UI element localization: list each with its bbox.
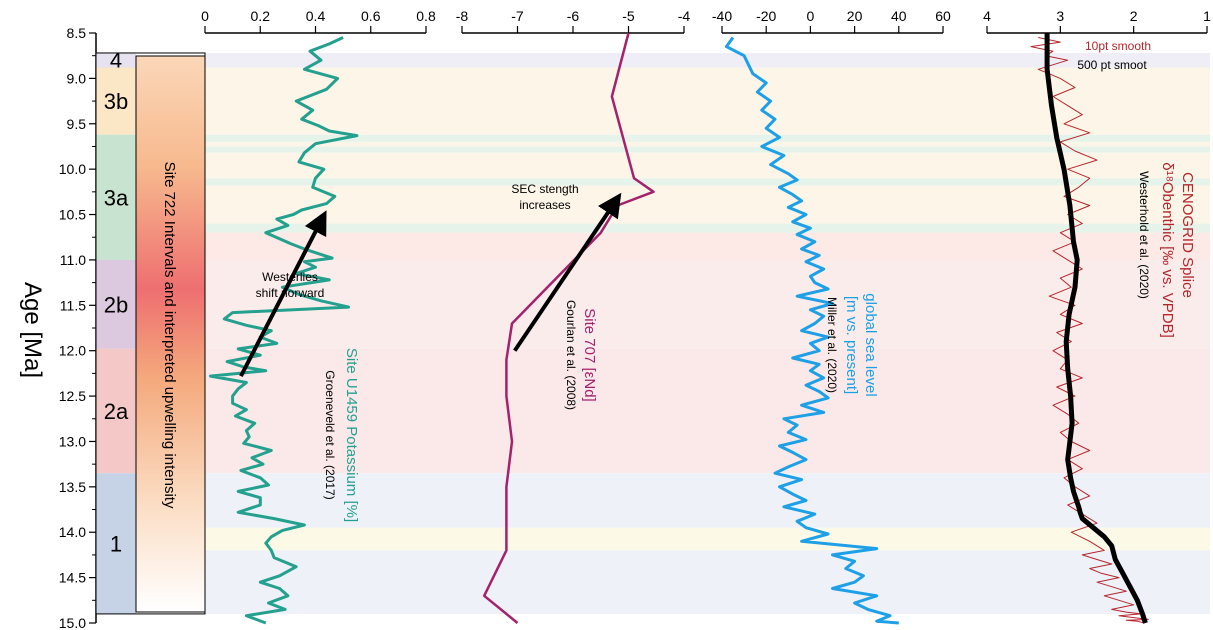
zone-label: 3a [104,185,129,210]
annotation-text-line2: increases [519,198,570,212]
top-axis-tick-label: -4 [678,8,691,24]
panel-d18o: 4 3 2 1 [983,8,1211,624]
top-axis-tick-label: 4 [983,8,991,24]
top-axis-tick-label: 0.8 [416,8,436,24]
legend-black-label: 500 pt smoot [1077,58,1147,72]
d18o-series-label-main: CENOGRID Splice [1179,172,1196,298]
top-axis-tick-label: 0 [807,8,815,24]
zone-block [96,67,136,135]
top-axis-tick-label: -7 [511,8,524,24]
age-tick-label: 8.5 [67,25,87,41]
top-axis-tick-label: 0.4 [306,8,326,24]
top-axis-tick-label: 60 [935,8,951,24]
top-axis-tick-label: -6 [567,8,580,24]
sealevel-citation: Miller et al. (2020) [825,297,839,393]
age-tick-label: 12.0 [59,343,86,359]
zone-label: 2a [104,399,129,424]
top-axis-tick-label: 3 [1056,8,1064,24]
background-band [205,152,1210,179]
background-band [205,223,1210,233]
intensity-bar-label: Site 722 Intervals and interpreted upwel… [161,162,178,509]
annotation-text-line1: Westerlies [262,270,318,284]
zone-block [96,134,136,260]
age-tick-label: 11.0 [60,252,86,268]
series-line [482,32,655,624]
potassium-series-label: Site U1459 Potassium [%] [343,348,360,522]
age-tick-label: 9.0 [67,70,87,86]
annotation-arrow [239,210,327,378]
top-axis-tick-label: -40 [712,8,732,24]
zone-block [96,473,136,614]
top-axis-tick-label: 2 [1130,8,1138,24]
age-tick-label: 10.5 [59,207,86,223]
annotation-text-line1: SEC stength [511,182,578,196]
sealevel-series-label-line2: [m vs. present] [843,296,860,394]
zone-label: 4 [110,48,122,73]
background-band [205,473,1210,528]
top-axis-tick-label: 0.6 [361,8,381,24]
age-tick-label: 11.5 [60,297,86,313]
annotation-arrow [513,192,622,352]
zone-label: 1 [110,532,122,557]
background-band [205,141,1210,147]
age-tick-label: 13.5 [59,479,86,495]
zone-label: 2b [104,292,128,317]
top-axis-tick-label: -8 [456,8,469,24]
data-panels: 0 0.2 0.4 0.6 0.8 -8 -7 -6 -5 -4 -40 -20 0 20 40 60 4 3 2 1… [201,8,1211,625]
top-axis-tick-label: 20 [847,8,863,24]
legend-red-label: 10pt smooth [1085,39,1151,53]
top-axis-tick-label: 0.2 [251,8,271,24]
background-band [205,348,1210,474]
panel-end: -8 -7 -6 -5 -4 [456,8,691,624]
age-tick-label: 14.0 [59,524,86,540]
background-band [205,67,1210,135]
age-axis: 8.5 9.0 9.5 10.0 10.5 11.0 11.5 12.0 12.5 13.0 13.… [59,25,97,630]
annotation-text-line2: shift norward [256,286,325,300]
top-axis-tick-label: 0 [201,8,209,24]
age-tick-label: 9.5 [67,116,87,132]
top-axis-tick-label: 40 [891,8,907,24]
d18o-series-label-iso: δ¹⁸Obenthic [‰ vs. VPDB] [1159,162,1176,338]
background-bands [205,52,1210,614]
zone-block [96,52,136,68]
interval-zone-column: 4 3b 3a 2b 2a 1 [95,48,206,615]
end-citation: Gourlan et al. (2008) [564,300,578,410]
top-axis-tick-label: -20 [756,8,776,24]
zone-label: 3b [104,89,128,114]
background-band [205,178,1210,186]
background-band [205,52,1210,68]
panel-sealevel: -40 -20 0 20 40 60 [712,8,951,625]
background-band [205,259,1210,349]
background-band [205,232,1210,260]
zone-block [96,259,136,349]
end-series-label: Site 707 [εNd] [581,308,598,401]
age-tick-label: 13.0 [59,433,86,449]
d18o-citation: Westerhold et al. (2020) [1137,171,1151,299]
series-line [724,36,899,625]
y-axis-label: Age [Ma] [19,282,46,378]
background-band [205,185,1210,224]
upwelling-intensity-bar [135,55,206,613]
age-tick-label: 14.5 [59,570,86,586]
sealevel-series-label-line1: global sea level [862,293,879,396]
top-axis-tick-label: 1 [1203,8,1211,24]
background-band [205,550,1210,614]
series-line-red [1030,37,1149,624]
annotations: Westerlies shift norward SEC stength increa… [239,182,622,378]
background-band [205,146,1210,153]
potassium-citation: Groeneveld et al. (2017) [323,370,337,499]
top-axis-tick-label: -5 [622,8,635,24]
background-band [205,527,1210,551]
background-band [205,134,1210,142]
age-tick-label: 15.0 [59,615,86,630]
zone-block [96,348,136,474]
age-tick-label: 12.5 [59,388,86,404]
series-line-black [1044,33,1148,624]
age-tick-label: 10.0 [59,161,86,177]
